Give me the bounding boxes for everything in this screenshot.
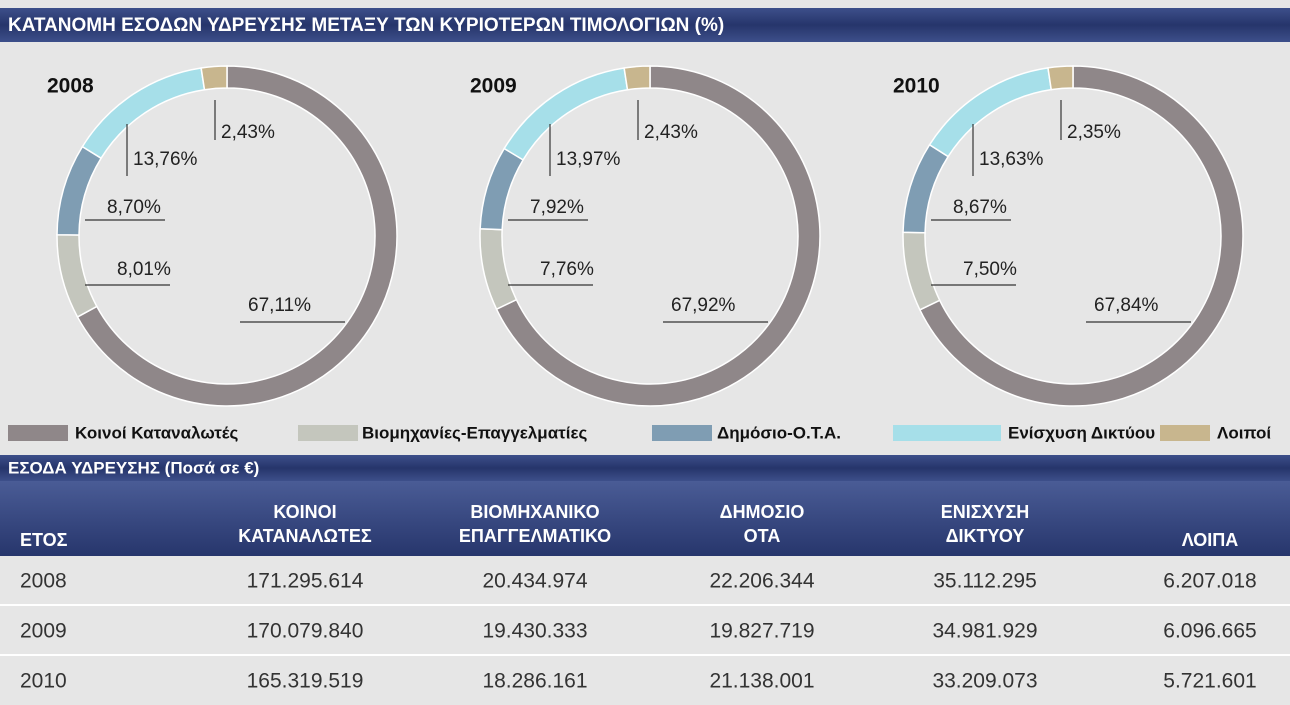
table-cell: 19.827.719 xyxy=(709,620,814,643)
table-cell: 171.295.614 xyxy=(247,570,364,593)
legend-label: Λοιποί xyxy=(1217,423,1271,442)
data-label: 13,76% xyxy=(133,149,198,170)
data-label: 2,35% xyxy=(1067,122,1121,143)
column-header: ΚΑΤΑΝΑΛΩΤΕΣ xyxy=(238,526,372,546)
donut-segment xyxy=(623,65,651,91)
column-header: ΕΤΟΣ xyxy=(20,530,68,550)
table-row xyxy=(0,656,1290,705)
table-row xyxy=(0,606,1290,654)
table-cell: 33.209.073 xyxy=(932,670,1037,693)
table-cell: 2008 xyxy=(20,570,67,593)
table-cell: 35.112.295 xyxy=(933,570,1037,593)
legend-label: Βιομηχανίες-Επαγγελματίες xyxy=(362,423,588,442)
chart-title: 2010 xyxy=(893,75,940,98)
table-cell: 18.286.161 xyxy=(482,670,587,693)
table-cell: 170.079.840 xyxy=(247,620,364,643)
column-header: ΔΙΚΤΥΟΥ xyxy=(946,526,1025,546)
chart-title: 2008 xyxy=(47,75,94,98)
table: ΕΤΟΣ ΚΟΙΝΟΙ ΚΑΤΑΝΑΛΩΤΕΣ ΒΙΟΜΗΧΑΝΙΚΟ ΕΠΑΓΓΕΛΜ… xyxy=(0,502,1290,705)
table-cell: 19.430.333 xyxy=(482,620,587,643)
table-cell: 6.207.018 xyxy=(1163,570,1256,593)
legend-swatch xyxy=(652,425,712,441)
table-cell: 20.434.974 xyxy=(482,570,587,593)
donut-segment xyxy=(1047,65,1074,91)
table-cell: 22.206.344 xyxy=(709,570,814,593)
header-bar xyxy=(0,8,1290,42)
data-label: 8,01% xyxy=(117,259,171,280)
table-title: ΕΣΟΔΑ ΥΔΡΕΥΣΗΣ (Ποσά σε €) xyxy=(8,458,259,477)
legend-swatch xyxy=(1160,425,1210,441)
table-cell: 5.721.601 xyxy=(1163,670,1256,693)
table-cell: 165.319.519 xyxy=(247,670,364,693)
data-label: 13,97% xyxy=(556,149,621,170)
table-row xyxy=(0,556,1290,604)
legend-label: Ενίσχυση Δικτύου xyxy=(1008,423,1155,442)
legend-swatch xyxy=(8,425,68,441)
legend-label: Δημόσιο-Ο.Τ.Α. xyxy=(717,423,841,442)
data-label: 7,50% xyxy=(963,259,1017,280)
data-label: 13,63% xyxy=(979,149,1044,170)
column-header: ΕΠΑΓΓΕΛΜΑΤΙΚΟ xyxy=(459,526,611,546)
data-label: 8,70% xyxy=(107,197,161,218)
table-cell: 2009 xyxy=(20,620,67,643)
header-title: ΚΑΤΑΝΟΜΗ ΕΣΟΔΩΝ ΥΔΡΕΥΣΗΣ ΜΕΤΑΞΥ ΤΩΝ ΚΥΡΙ… xyxy=(8,15,724,36)
column-header: ΛΟΙΠΑ xyxy=(1182,530,1239,550)
data-label: 8,67% xyxy=(953,197,1007,218)
data-label: 7,76% xyxy=(540,259,594,280)
column-header: ΟΤΑ xyxy=(744,526,781,546)
data-label: 7,92% xyxy=(530,197,584,218)
table-cell: 2010 xyxy=(20,670,67,693)
table-cell: 21.138.001 xyxy=(709,670,814,693)
table-header xyxy=(0,481,1290,556)
column-header: ΚΟΙΝΟΙ xyxy=(273,502,336,522)
data-label: 2,43% xyxy=(644,122,698,143)
legend-swatch xyxy=(893,425,1001,441)
legend-swatch xyxy=(298,425,358,441)
data-label: 2,43% xyxy=(221,122,275,143)
column-header: ΒΙΟΜΗΧΑΝΙΚΟ xyxy=(470,502,599,522)
column-header: ΔΗΜΟΣΙΟ xyxy=(720,502,805,522)
chart-title: 2009 xyxy=(470,75,517,98)
column-header: ΕΝΙΣΧΥΣΗ xyxy=(941,502,1030,522)
legend-label: Κοινοί Καταναλωτές xyxy=(75,423,238,442)
data-label: 67,11% xyxy=(248,295,311,316)
charts: 67,11% 8,01% 8,70% 13,76% 2,43% 2008 67,92% 7,7… xyxy=(47,65,1244,407)
data-label: 67,92% xyxy=(671,295,736,316)
table-cell: 6.096.665 xyxy=(1163,620,1256,643)
donut-segment xyxy=(200,65,228,91)
table-cell: 34.981.929 xyxy=(932,620,1037,643)
data-label: 67,84% xyxy=(1094,295,1159,316)
table-title-bar xyxy=(0,455,1290,481)
